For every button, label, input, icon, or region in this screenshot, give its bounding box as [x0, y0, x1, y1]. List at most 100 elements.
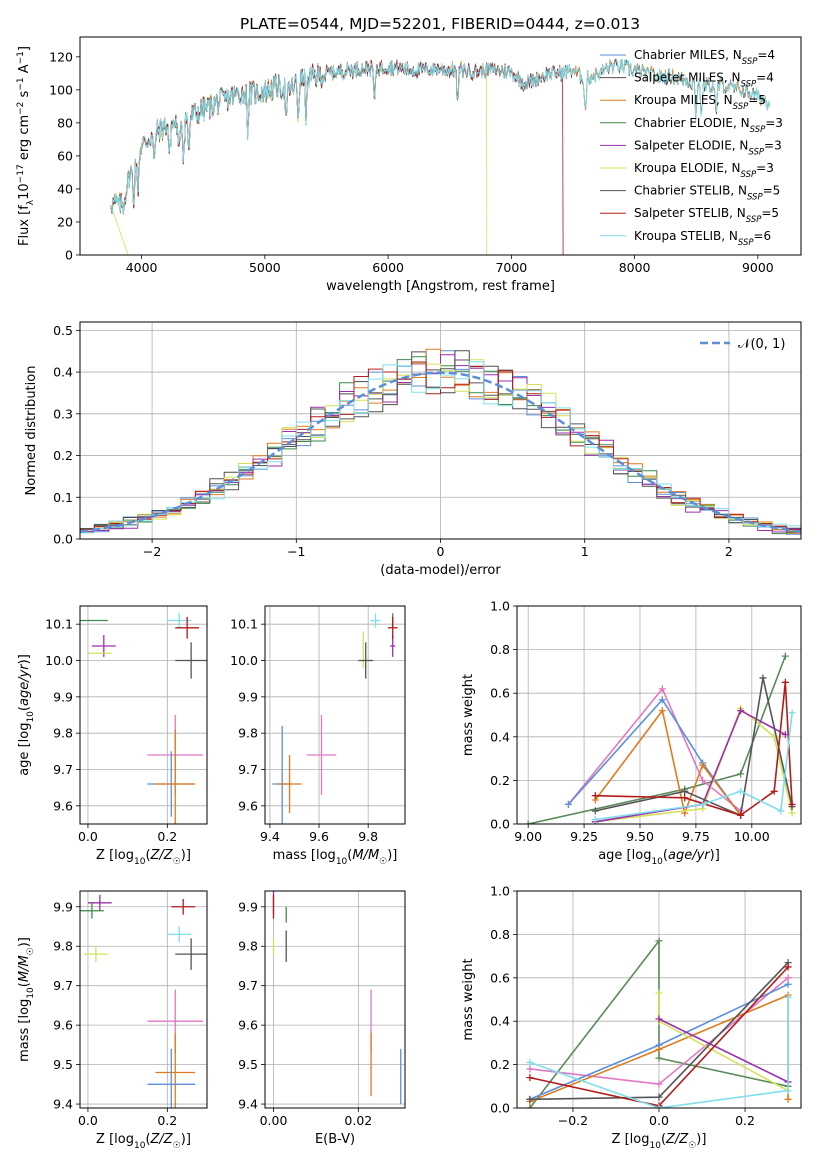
x-tick-label: 0.0	[649, 1113, 669, 1128]
legend-entry: Chabrier ELODIE, NSSP=3	[634, 116, 783, 135]
x-tick-label: 0	[437, 544, 445, 559]
error-bar-point	[175, 938, 207, 970]
y-tick-label: 0.8	[490, 927, 510, 942]
y-tick-label: 9.8	[53, 939, 73, 954]
y-tick-label: 1.0	[490, 884, 510, 899]
legend-entry: Chabrier MILES, NSSP=4	[634, 48, 775, 67]
mass-weight-marker	[784, 980, 792, 988]
mass-weight-marker	[655, 1054, 663, 1062]
mass-weight-marker	[658, 696, 666, 704]
y-tick-label: 0.2	[490, 773, 510, 788]
weights_vs_age-plot-area	[524, 652, 796, 824]
y-tick-label: 9.8	[53, 726, 73, 741]
mass-weight-marker	[737, 811, 745, 819]
y-tick-label: 60	[57, 148, 73, 163]
spectrum-panel: 4000 5000 6000 7000 8000 9000 0 20 40 60 80 100 120 C…	[16, 36, 802, 294]
mass-weight-line	[529, 997, 789, 1108]
mass-weight-marker	[699, 776, 707, 784]
mass-weight-vs-metallicity-panel: −0.2 0.0 0.2 0.0 0.2 0.4 0.6 0.8 1.0 Z [log10(Z/Z…	[461, 884, 802, 1151]
normal-distribution-curve	[80, 371, 801, 533]
y-tick-label: 9.4	[53, 1097, 73, 1112]
x-tick-label: 0.2	[735, 1113, 755, 1128]
mass-weight-line	[595, 682, 793, 817]
y-tick-label: 0.8	[490, 642, 510, 657]
weights_vs_Z-plot-area	[526, 937, 792, 1108]
y-tick-label: 0.4	[490, 729, 510, 744]
y-tick-label: 10.0	[45, 653, 73, 668]
y-tick-label: 9.8	[238, 939, 258, 954]
x-tick-label: 8000	[619, 260, 651, 275]
y-tick-label: 9.9	[238, 689, 258, 704]
weights_vs_Z-frame	[516, 890, 802, 1109]
mass-weight-marker	[591, 792, 599, 800]
legend-entry: Chabrier STELIB, NSSP=5	[634, 184, 780, 203]
mass-weight-marker	[737, 787, 745, 795]
mass-weight-line	[595, 677, 793, 817]
mass-weight-series	[526, 959, 792, 1103]
x-tick-label: −2	[143, 544, 161, 559]
y-tick-label: 0.2	[490, 1057, 510, 1072]
legend-entry: Kroupa ELODIE, NSSP=3	[634, 161, 774, 180]
mass-weight-line	[595, 712, 793, 821]
y-tick-label: 0.0	[490, 1101, 510, 1116]
age-vs-mass-panel: 9.4 9.6 9.8 9.6 9.7 9.8 9.9 10.0 10.1 mass [log10…	[230, 605, 406, 867]
legend-entry: Kroupa MILES, NSSP=5	[634, 93, 766, 112]
mass-weight-marker	[526, 1065, 534, 1073]
x-tick-label: 9000	[742, 260, 774, 275]
x-axis-label: wavelength [Angstrom, rest frame]	[326, 279, 555, 294]
mass-weight-marker	[655, 989, 663, 997]
y-tick-label: 9.6	[53, 1018, 73, 1033]
x-tick-label: 4000	[126, 260, 158, 275]
spectrum-series-line	[110, 59, 563, 213]
error-bar-point	[147, 1048, 196, 1108]
y-tick-label: 0.3	[53, 406, 73, 421]
mass-weight-marker	[784, 993, 792, 1001]
mass-weight-marker	[784, 974, 792, 982]
y-axis-label: mass weight	[461, 674, 476, 756]
y-axis-label: mass weight	[461, 958, 476, 1040]
y-tick-label: 0.6	[490, 970, 510, 985]
y-axis-label: Flux [fλ10−17 erg cm−2 s−1 A−1]	[16, 46, 36, 246]
mass-weight-series	[591, 709, 796, 824]
mass_vs_Z-plot-area	[80, 894, 207, 1108]
mass-weight-marker	[591, 816, 599, 824]
mass-weight-marker	[655, 1080, 663, 1088]
y-tick-label: 0.2	[53, 448, 73, 463]
figure-title: PLATE=0544, MJD=52201, FIBERID=0444, z=0…	[240, 15, 640, 33]
error-bar-point	[387, 616, 398, 639]
mass-weight-marker	[655, 937, 663, 945]
error-bar-point	[306, 715, 337, 795]
mass-weight-marker	[788, 809, 796, 817]
y-tick-label: 9.6	[53, 798, 73, 813]
spectrum-series-line	[110, 59, 487, 215]
x-tick-label: 0.0	[78, 829, 98, 844]
age_vs_Z-ticks: 0.0 0.2 9.6 9.7 9.8 9.9 10.0 10.1	[45, 617, 177, 844]
mass-weight-marker	[655, 1104, 663, 1108]
x-tick-label: 0.0	[78, 1113, 98, 1128]
x-tick-label: 1	[581, 544, 589, 559]
y-tick-label: 9.8	[238, 726, 258, 741]
y-tick-label: 0.0	[490, 817, 510, 832]
spectrum-series-line	[110, 59, 488, 255]
y-tick-label: 9.5	[53, 1057, 73, 1072]
legend-entry: Salpeter MILES, NSSP=4	[634, 71, 774, 90]
error-bar-point	[155, 729, 196, 824]
y-tick-label: 9.7	[238, 762, 258, 777]
mass-weight-vs-age-panel: 9.00 9.25 9.50 9.75 10.00 0.0 0.2 0.4 0.6 0.8 1.0 a…	[461, 599, 802, 867]
y-tick-label: 20	[57, 214, 73, 229]
residual-histogram-panel: −2 −1 0 1 2 0.0 0.1 0.2 0.3 0.4 0.5 𝒩(0, 1) (data-mo…	[24, 321, 802, 578]
y-axis-label: Normed distribution	[24, 366, 39, 496]
x-axis-label: Z [log10(Z/Z☉)]	[612, 1132, 707, 1151]
error-bar-point	[358, 642, 374, 679]
y-tick-label: 9.7	[238, 978, 258, 993]
y-tick-label: 9.9	[53, 899, 73, 914]
mass-weight-marker	[777, 807, 785, 815]
mass-vs-metallicity-panel: 0.0 0.2 9.4 9.5 9.6 9.7 9.8 9.9 Z [log10(Z/Z☉)] m…	[17, 890, 208, 1151]
mass-weight-marker	[788, 800, 796, 808]
mass-weight-marker	[655, 1015, 663, 1023]
x-axis-label: E(B-V)	[315, 1132, 355, 1147]
y-tick-label: 0.4	[53, 365, 73, 380]
mass-weight-line	[658, 1018, 789, 1083]
x-axis-label: Z [log10(Z/Z☉)]	[96, 848, 191, 867]
